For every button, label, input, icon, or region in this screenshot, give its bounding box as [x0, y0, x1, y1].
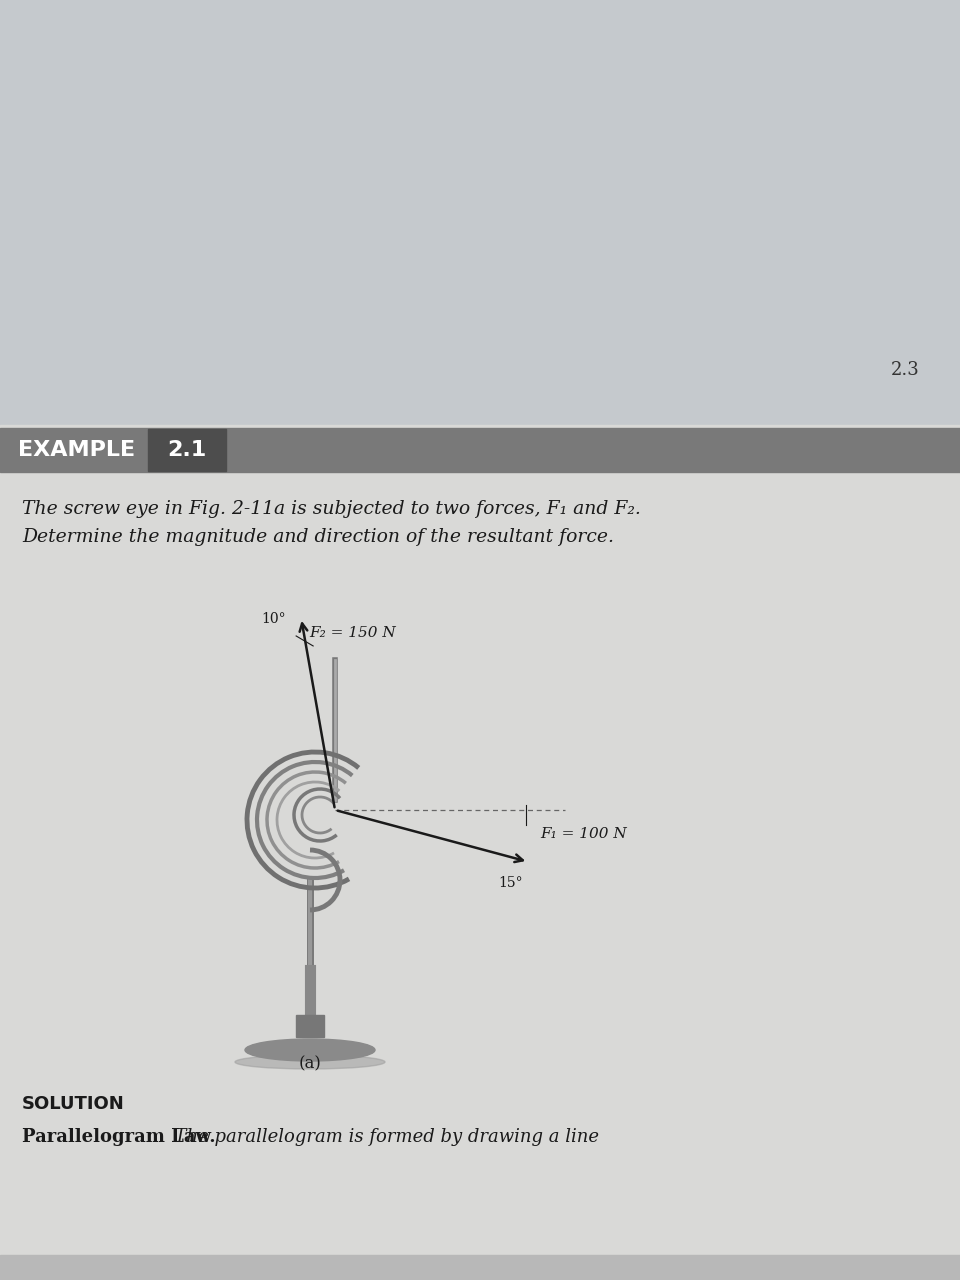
Bar — [148, 429, 226, 471]
Text: EXAMPLE: EXAMPLE — [18, 440, 135, 460]
Text: 2.3: 2.3 — [891, 361, 920, 379]
Text: The parallelogram is formed by drawing a line: The parallelogram is formed by drawing a… — [163, 1128, 599, 1146]
Bar — [296, 1015, 324, 1037]
Text: F₂ = 150 N: F₂ = 150 N — [309, 626, 396, 640]
Text: 10°: 10° — [261, 612, 285, 626]
Bar — [0, 1254, 960, 1280]
Text: The screw eye in Fig. 2-11a is subjected to two forces, F₁ and F₂.: The screw eye in Fig. 2-11a is subjected… — [22, 500, 641, 518]
Text: F₁ = 100 N: F₁ = 100 N — [540, 827, 627, 841]
Text: (a): (a) — [299, 1055, 322, 1073]
Text: Determine the magnitude and direction of the resultant force.: Determine the magnitude and direction of… — [22, 527, 614, 547]
Ellipse shape — [245, 1039, 375, 1061]
Text: SOLUTION: SOLUTION — [22, 1094, 125, 1114]
Bar — [0, 425, 960, 1280]
Ellipse shape — [235, 1055, 385, 1069]
Bar — [0, 428, 960, 472]
Text: 2.1: 2.1 — [167, 440, 206, 460]
Text: 15°: 15° — [498, 876, 522, 890]
Text: Parallelogram Law.: Parallelogram Law. — [22, 1128, 216, 1146]
